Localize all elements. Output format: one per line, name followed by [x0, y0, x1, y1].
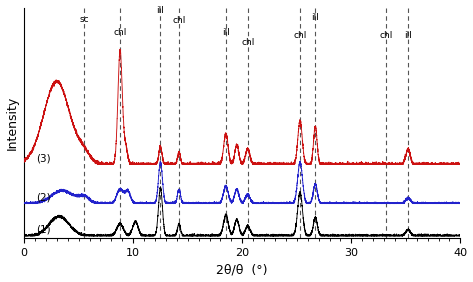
Text: chl: chl: [114, 28, 127, 37]
Text: ill: ill: [404, 31, 412, 39]
Text: (3): (3): [36, 153, 51, 163]
Text: sc: sc: [79, 15, 89, 24]
Text: chl: chl: [379, 31, 393, 39]
Text: ill: ill: [311, 13, 319, 22]
Text: (1): (1): [36, 225, 51, 235]
Text: (2): (2): [36, 192, 51, 202]
X-axis label: 2θ/θ  (°): 2θ/θ (°): [217, 263, 268, 276]
Text: chl: chl: [241, 38, 254, 47]
Text: chl: chl: [293, 31, 307, 39]
Y-axis label: Intensity: Intensity: [6, 96, 18, 150]
Text: chl: chl: [172, 16, 186, 25]
Text: ill: ill: [222, 28, 230, 37]
Text: ill: ill: [157, 6, 165, 15]
